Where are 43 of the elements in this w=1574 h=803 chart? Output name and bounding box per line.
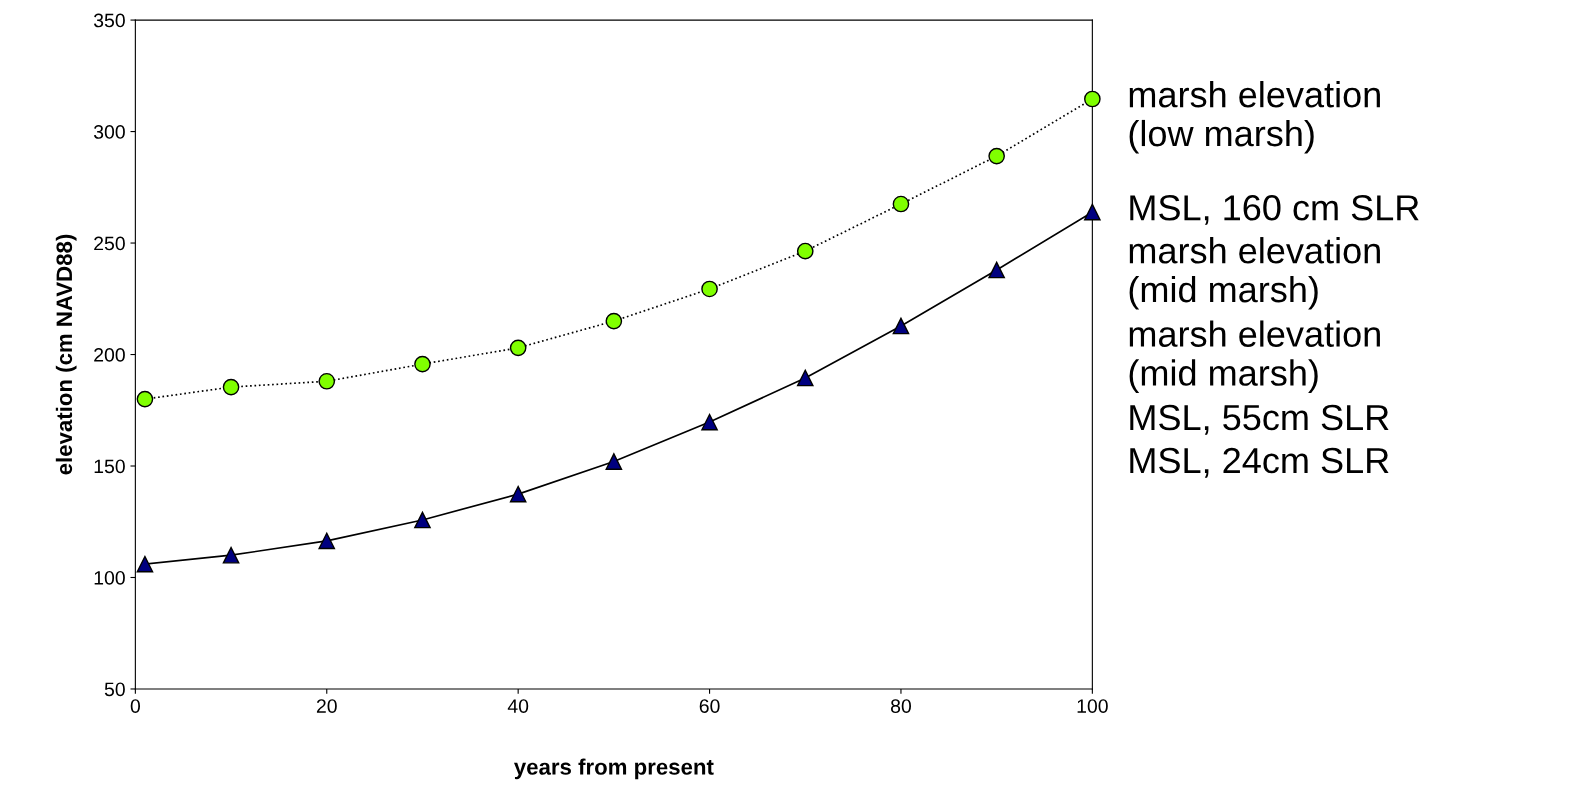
- point: [318, 532, 336, 550]
- point: [892, 195, 910, 213]
- y-axis-title: elevation (cm NAVD88): [55, 234, 77, 475]
- point: [988, 261, 1005, 279]
- point: [892, 317, 910, 335]
- series-label: MSL, 160 cm SLR: [1130, 195, 1419, 225]
- point: [796, 369, 814, 387]
- point: [222, 378, 240, 396]
- x-tick-label: 0: [130, 699, 141, 713]
- point: [509, 485, 527, 503]
- point: [701, 413, 718, 431]
- point: [222, 546, 240, 564]
- series-label: marsh elevation (low marsh): [1129, 81, 1380, 154]
- point: [136, 555, 154, 573]
- point: [318, 372, 336, 390]
- point: [796, 242, 814, 260]
- y-tick-label: 100: [94, 570, 125, 585]
- y-tick-label: 350: [93, 13, 125, 28]
- y-tick-label: 50: [104, 682, 125, 697]
- x-axis-title: years from present: [514, 758, 714, 780]
- x-tick-label: 60: [699, 699, 720, 713]
- point: [988, 147, 1005, 165]
- point: [1084, 203, 1101, 221]
- x-tick-label: 40: [507, 699, 529, 713]
- point: [136, 390, 154, 408]
- y-tick-label: 250: [94, 236, 125, 251]
- x-tick-label: 80: [890, 699, 912, 713]
- x-tick-label: 20: [316, 699, 337, 713]
- point: [509, 339, 527, 357]
- point: [414, 355, 431, 373]
- text: marsh elevation (mid marsh): [1129, 237, 1380, 310]
- point: [605, 453, 623, 470]
- y-tick-label: 300: [93, 125, 125, 139]
- point: [605, 312, 623, 330]
- text: MSL, 55cm SLR: [1130, 404, 1389, 435]
- y-tick-label: 150: [94, 459, 125, 474]
- x-tick-label: 100: [1077, 699, 1108, 713]
- text: MSL, 24cm SLR: [1130, 447, 1389, 478]
- y-tick-label: 200: [94, 347, 125, 362]
- point: [701, 280, 718, 298]
- point: [1084, 90, 1101, 108]
- point: [414, 511, 431, 529]
- text: marsh elevation (mid marsh): [1129, 320, 1380, 393]
